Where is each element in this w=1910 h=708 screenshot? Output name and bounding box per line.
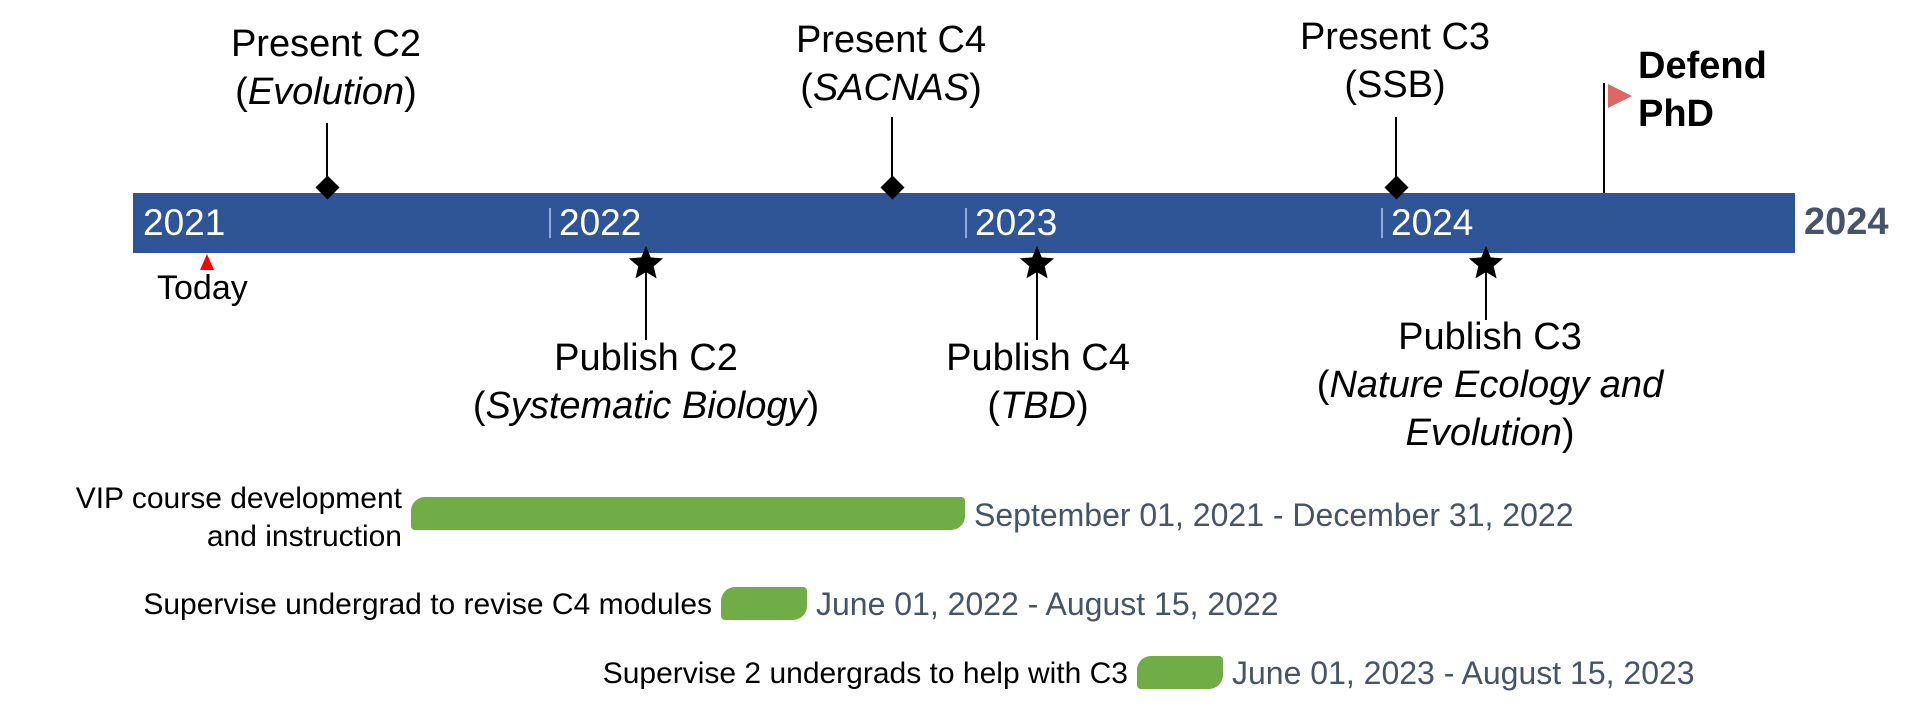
milestone-stem: [645, 270, 647, 340]
task-label-c4-modules: Supervise undergrad to revise C4 modules: [143, 588, 712, 621]
milestone-venue: (SACNAS): [800, 67, 982, 109]
flag-icon: [1608, 84, 1632, 108]
task-bar-vip: [411, 497, 965, 530]
milestone-stem: [1036, 270, 1038, 340]
task-dates-c3-help: June 01, 2023 - August 15, 2023: [1232, 655, 1695, 691]
timeline-end-year: 2024: [1804, 201, 1889, 243]
milestone-venue: (Nature Ecology and: [1316, 364, 1664, 406]
milestone-title: Present C4: [795, 19, 987, 61]
task-label-c3-help: Supervise 2 undergrads to help with C3: [602, 657, 1128, 690]
milestone-stem: [326, 123, 328, 189]
task-label-vip: VIP course development and instruction: [75, 482, 402, 553]
year-label-2024: 2024: [1391, 202, 1474, 243]
today-marker-icon: [200, 254, 214, 270]
milestone-title: Publish C4: [946, 337, 1130, 379]
milestone-venue: (Systematic Biology): [472, 385, 820, 427]
milestone-present-c3: Present C3 (SSB): [1245, 13, 1545, 109]
year-tick-2023: [965, 208, 967, 238]
year-tick-2022: [549, 208, 551, 238]
milestone-title: Publish C2: [554, 337, 738, 379]
year-label-2023: 2023: [975, 202, 1058, 243]
milestone-venue: (Evolution): [235, 71, 417, 113]
year-label-2021: 2021: [143, 202, 226, 243]
year-label-2022: 2022: [559, 202, 642, 243]
milestone-present-c2: Present C2 (Evolution): [176, 20, 476, 116]
year-tick-2024: [1381, 208, 1383, 238]
defend-line2: PhD: [1638, 93, 1714, 135]
star-icon-publish-c3: [1468, 246, 1504, 279]
task-dates-vip: September 01, 2021 - December 31, 2022: [974, 497, 1574, 533]
milestone-stem: [1395, 117, 1397, 189]
star-icon-publish-c2: [628, 246, 664, 279]
milestone-venue-cont: Evolution): [1405, 412, 1575, 454]
milestone-publish-c3: Publish C3 (Nature Ecology and Evolution…: [1290, 313, 1690, 457]
defend-line1: Defend: [1638, 45, 1767, 87]
task-bar-c3-help: [1137, 656, 1223, 689]
milestone-venue: (TBD): [987, 385, 1089, 427]
milestone-publish-c2: Publish C2 (Systematic Biology): [420, 334, 872, 430]
task-dates-c4-modules: June 01, 2022 - August 15, 2022: [816, 586, 1279, 622]
milestone-defend-phd: Defend PhD: [1638, 42, 1767, 138]
milestone-stem: [1485, 270, 1487, 320]
task-bar-c4-modules: [721, 587, 807, 620]
milestone-publish-c4: Publish C4 (TBD): [888, 334, 1188, 430]
milestone-title: Present C3: [1299, 16, 1491, 58]
milestone-present-c4: Present C4 (SACNAS): [741, 16, 1041, 112]
milestone-venue: (SSB): [1344, 64, 1446, 106]
milestone-title: Present C2: [230, 23, 422, 65]
milestone-stem: [891, 117, 893, 189]
timeline-bar: [133, 193, 1795, 253]
flag-pole: [1603, 83, 1605, 193]
star-icon-publish-c4: [1019, 246, 1055, 279]
today-label: Today: [157, 269, 248, 307]
milestone-title: Publish C3: [1398, 316, 1582, 358]
